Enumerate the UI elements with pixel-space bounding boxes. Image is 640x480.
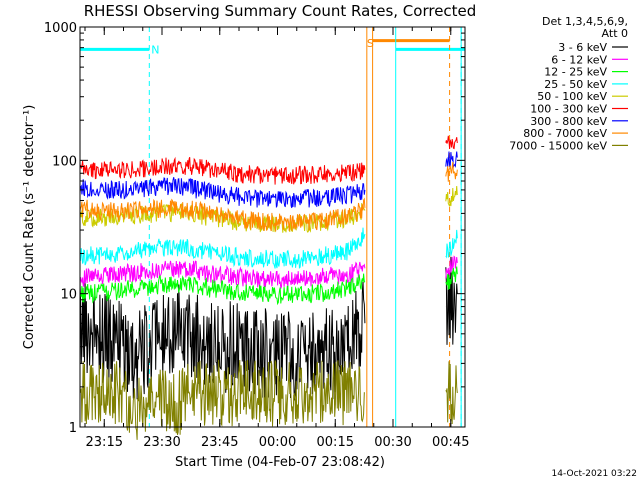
- x-tick-label-6: 00:45: [432, 435, 469, 450]
- legend-subheader: Att 0: [602, 27, 628, 40]
- x-axis-label: Start Time (04-Feb-07 23:08:42): [175, 455, 385, 470]
- series-6-12-kev: [79, 255, 458, 289]
- series-25-50-kev: [79, 227, 458, 269]
- series-line-25-50-kev-1: [445, 229, 458, 259]
- x-tick-label-4: 00:15: [317, 435, 354, 450]
- series-line-300-800-kev-1: [445, 151, 458, 169]
- series-800-7000-kev: [79, 161, 458, 232]
- series-3-6-kev: [79, 256, 458, 401]
- series-12-25-kev: [79, 266, 458, 306]
- legend-label-7000-15000-kev: 7000 - 15000 keV: [509, 139, 607, 152]
- series-line-12-25-kev-0: [79, 273, 366, 306]
- series-line-3-6-kev-0: [79, 281, 366, 401]
- annotation-n: N: [151, 43, 159, 56]
- x-tick-label-1: 23:30: [143, 435, 180, 450]
- annotation-s: S: [367, 37, 374, 50]
- series-line-800-7000-kev-0: [79, 197, 366, 232]
- x-tick-label-5: 00:30: [374, 435, 411, 450]
- series-line-12-25-kev-1: [445, 266, 458, 290]
- series-7000-15000-kev: [79, 359, 458, 440]
- legend-label-100-300-kev: 100 - 300 keV: [530, 103, 607, 116]
- y-tick-label-0: 1: [69, 421, 77, 436]
- legend-label-6-12-kev: 6 - 12 keV: [551, 53, 607, 66]
- series-100-300-kev: [79, 135, 458, 185]
- x-tick-label-0: 23:15: [86, 435, 123, 450]
- legend-label-50-100-kev: 50 - 100 keV: [537, 90, 607, 103]
- series-line-100-300-kev-0: [79, 156, 366, 185]
- series-line-6-12-kev-0: [79, 260, 366, 289]
- series-line-3-6-kev-1: [445, 256, 458, 345]
- y-tick-label-1: 10: [60, 288, 77, 303]
- series-line-100-300-kev-1: [445, 135, 458, 150]
- y-axis-label: Corrected Count Rate (s⁻¹ detector⁻¹): [22, 105, 37, 350]
- legend-label-300-800-kev: 300 - 800 keV: [530, 115, 607, 128]
- y-axis: 1 10 100 1000: [44, 21, 465, 436]
- chart-title: RHESSI Observing Summary Count Rates, Co…: [84, 2, 477, 20]
- series-300-800-kev: [79, 151, 458, 209]
- series-line-7000-15000-kev-1: [445, 361, 458, 425]
- legend-label-3-6-kev: 3 - 6 keV: [558, 41, 607, 54]
- series-line-25-50-kev-0: [79, 227, 366, 269]
- x-tick-label-2: 23:45: [201, 435, 238, 450]
- x-tick-label-3: 00:00: [259, 435, 296, 450]
- legend-label-800-7000-kev: 800 - 7000 keV: [523, 127, 607, 140]
- legend-label-12-25-kev: 12 - 25 keV: [544, 66, 607, 79]
- y-tick-label-3: 1000: [44, 21, 77, 36]
- plot-frame: [79, 26, 466, 428]
- x-axis: 23:15 23:30 23:45 00:00 00:15 00:30 00:45: [84, 27, 469, 450]
- series-line-300-800-kev-0: [79, 177, 366, 209]
- legend-header: Det 1,3,4,5,6,9,: [542, 15, 628, 28]
- series-line-7000-15000-kev-0: [79, 359, 366, 440]
- series-line-800-7000-kev-1: [445, 161, 458, 182]
- series-line-6-12-kev-1: [445, 255, 458, 279]
- y-tick-label-2: 100: [52, 154, 77, 169]
- series-line-50-100-kev-1: [445, 185, 458, 207]
- timestamp: 14-Oct-2021 03:22: [552, 469, 637, 479]
- legend-label-25-50-kev: 25 - 50 keV: [544, 78, 607, 91]
